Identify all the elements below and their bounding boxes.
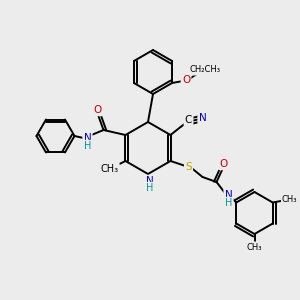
Text: O: O [219, 159, 228, 169]
Text: H: H [146, 183, 154, 193]
Text: CH₃: CH₃ [247, 242, 262, 251]
Text: S: S [185, 162, 192, 172]
Text: CH₂CH₃: CH₂CH₃ [190, 65, 220, 74]
Text: H: H [84, 141, 91, 151]
Text: O: O [93, 105, 102, 115]
Text: N: N [199, 113, 206, 123]
Text: N: N [225, 190, 232, 200]
Text: C: C [185, 115, 192, 125]
Text: O: O [182, 75, 190, 85]
Text: CH₃: CH₃ [282, 195, 298, 204]
Text: H: H [225, 198, 232, 208]
Text: N: N [84, 133, 92, 143]
Text: N: N [146, 176, 154, 186]
Text: CH₃: CH₃ [100, 164, 118, 174]
